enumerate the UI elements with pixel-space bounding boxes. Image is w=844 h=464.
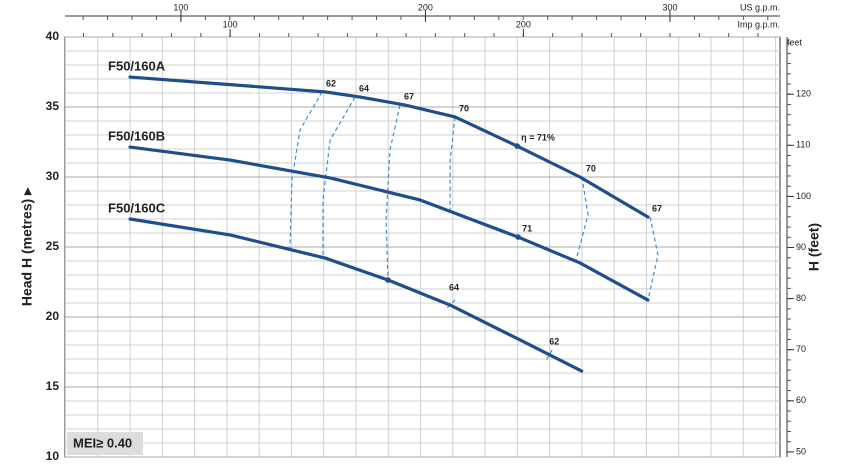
y-tick-label: 20 — [46, 309, 60, 323]
efficiency-marker — [514, 143, 520, 149]
marks: F50/160A F50/160B F50/160C 62 64 67 70 η = 71% 7… — [108, 58, 662, 373]
y2-tick-label: 110 — [796, 140, 810, 150]
efficiency-line — [289, 91, 323, 248]
efficiency-label: 62 — [326, 78, 336, 88]
y-tick-label: 10 — [46, 449, 60, 463]
y2-tick-label: 70 — [796, 344, 806, 354]
efficiency-marker — [385, 277, 391, 283]
series-label: F50/160C — [108, 200, 166, 215]
efficiency-label: 67 — [404, 91, 414, 101]
x2-tick-label: 100 — [223, 19, 238, 29]
x2-axis-title: Imp g.p.m. — [737, 19, 780, 29]
y-tick-label: 35 — [46, 99, 60, 113]
y-tick-label: 40 — [46, 29, 60, 43]
y2-unit: feet — [787, 37, 803, 47]
pump-curve — [128, 75, 650, 219]
axes: 10 15 20 25 30 35 40 50 60 70 80 90 100 110 120 100 200 3… — [46, 2, 811, 463]
efficiency-label: η = 71% — [521, 132, 555, 142]
efficiency-line — [647, 216, 659, 301]
x-tick-label: 200 — [418, 2, 433, 12]
efficiency-line — [322, 96, 356, 259]
x2-tick-label: 200 — [516, 19, 531, 29]
y-tick-label: 15 — [46, 379, 60, 393]
efficiency-label: 64 — [449, 282, 459, 292]
series-label: F50/160B — [108, 128, 165, 143]
efficiency-label: 64 — [359, 83, 369, 93]
y2-tick-label: 100 — [796, 191, 811, 201]
x-axis-title: US g.p.m. — [740, 2, 780, 12]
efficiency-marker — [515, 234, 521, 240]
x-tick-label: 100 — [173, 2, 188, 12]
efficiency-line — [544, 349, 553, 363]
efficiency-line — [385, 104, 401, 281]
x-tick-label: 300 — [662, 2, 677, 12]
series-label: F50/160A — [108, 58, 166, 73]
y-tick-label: 25 — [46, 239, 60, 253]
efficiency-line — [449, 116, 456, 214]
efficiency-label: 70 — [459, 103, 469, 113]
annotation: MEI≥ 0.40 — [73, 435, 132, 450]
y2-tick-label: 120 — [796, 89, 811, 99]
efficiency-line — [575, 176, 589, 261]
y2-tick-label: 90 — [796, 242, 806, 252]
y2-tick-label: 60 — [796, 395, 806, 405]
pump-curve — [128, 145, 650, 302]
annotation-box — [67, 432, 143, 455]
y-axis-title: Head H (metres) ▸ — [19, 187, 35, 306]
y-tick-label: 30 — [46, 169, 60, 183]
y2-tick-label: 50 — [796, 446, 806, 456]
efficiency-label: 62 — [549, 336, 559, 346]
efficiency-label: 67 — [652, 203, 662, 213]
efficiency-label: 70 — [586, 163, 596, 173]
y2-tick-label: 80 — [796, 293, 806, 303]
efficiency-label: 71 — [522, 223, 532, 233]
grid — [64, 36, 780, 458]
y2-axis-title: H (feet) — [806, 223, 822, 271]
